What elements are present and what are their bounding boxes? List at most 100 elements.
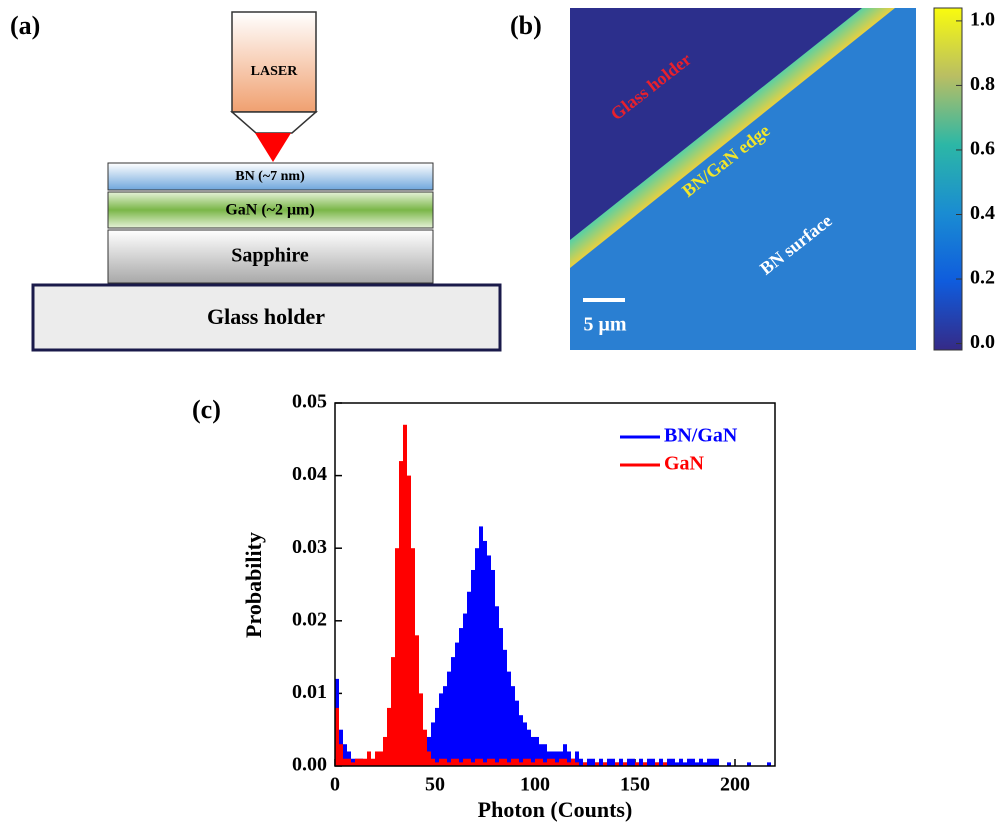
layer-label: Sapphire <box>231 245 309 267</box>
histogram-bar <box>451 758 455 766</box>
laser-body <box>231 11 317 113</box>
laser-nozzle <box>230 111 318 134</box>
histogram-bar <box>591 758 595 766</box>
histogram-bar <box>447 671 451 766</box>
histogram-bar <box>563 744 567 766</box>
histogram-bar <box>443 686 447 766</box>
histogram-bar <box>483 540 487 766</box>
bn-layer <box>107 162 434 191</box>
histogram-bar <box>431 758 435 766</box>
layer-label: GaN (~2 μm) <box>225 202 314 219</box>
histogram-bar <box>655 762 659 766</box>
histogram-bar <box>419 693 423 766</box>
histogram-bar <box>699 758 703 766</box>
histogram-bar <box>547 758 551 766</box>
histogram-bar <box>487 758 491 766</box>
scale-bar-label: 5 μm <box>584 314 627 336</box>
histogram-bar <box>507 671 511 766</box>
histogram-bar <box>463 613 467 766</box>
histogram-bar <box>479 758 483 766</box>
histogram-bar <box>455 642 459 766</box>
histogram-bar <box>627 758 631 766</box>
histogram-bar <box>503 758 507 766</box>
histogram-bar <box>583 762 587 766</box>
histogram-bar <box>671 758 675 766</box>
histogram-bar <box>423 729 427 766</box>
histogram-bar <box>551 758 555 766</box>
holder-label: Glass holder <box>207 304 325 329</box>
histogram-bar <box>567 762 571 766</box>
histogram-bar <box>607 758 611 766</box>
colorbar-tick-label: 0.4 <box>970 202 995 224</box>
colorbar-tick-label: 0.0 <box>970 331 995 353</box>
histogram-bar <box>495 762 499 766</box>
histogram-bar <box>515 700 519 766</box>
histogram-bar <box>603 762 607 766</box>
histogram-bar <box>559 758 563 766</box>
y-tick-label: 0.05 <box>292 391 327 413</box>
histogram-bar <box>471 762 475 766</box>
histogram-bar <box>675 762 679 766</box>
histogram-bar <box>511 686 515 766</box>
histogram-bar <box>335 707 339 766</box>
histogram-bar <box>587 758 591 766</box>
histogram-bar <box>647 758 651 766</box>
glass-holder <box>31 283 502 352</box>
y-tick-label: 0.02 <box>292 608 327 630</box>
histogram-bar <box>695 762 699 766</box>
histogram-bar <box>427 751 431 766</box>
histogram-bar <box>459 628 463 766</box>
histogram-bar <box>527 758 531 766</box>
histogram-bar <box>535 758 539 766</box>
histogram-bar <box>575 762 579 766</box>
histogram-bar <box>519 762 523 766</box>
histogram-bar <box>463 758 467 766</box>
histogram-bar <box>407 475 411 766</box>
histogram-bar <box>367 751 371 766</box>
histogram-bar <box>347 758 351 766</box>
legend-label: GaN <box>664 453 705 475</box>
histogram-bar <box>615 762 619 766</box>
colorbar-tick-label: 0.8 <box>970 73 995 95</box>
laser-beam <box>255 133 291 162</box>
histogram-bar <box>439 693 443 766</box>
histogram-bar <box>399 461 403 766</box>
histogram-bar <box>599 758 603 766</box>
histogram-bar <box>643 762 647 766</box>
histogram-bar <box>679 758 683 766</box>
histogram-bar <box>491 758 495 766</box>
histogram-bar <box>563 758 567 766</box>
colorbar-ticks: 0.0 0.2 0.4 0.6 0.8 1.0 <box>956 8 995 353</box>
histogram-bar <box>631 758 635 766</box>
histogram-bar <box>499 628 503 766</box>
histogram-bar <box>507 762 511 766</box>
histogram-bar <box>523 722 527 766</box>
histogram-bar <box>571 758 575 766</box>
histogram-bar <box>467 591 471 766</box>
colorbar-tick-label: 0.6 <box>970 138 995 160</box>
histogram-bar <box>495 606 499 766</box>
histogram-bar <box>431 722 435 766</box>
histogram-bar <box>527 729 531 766</box>
histogram-bar <box>575 751 579 766</box>
histogram-bar <box>651 758 655 766</box>
histogram-bar <box>355 758 359 766</box>
histogram-bar <box>659 758 663 766</box>
histogram-bar <box>387 707 391 766</box>
histogram-bar <box>447 762 451 766</box>
histogram-bar <box>383 736 387 766</box>
histogram-bar <box>475 758 479 766</box>
histogram-bar <box>339 744 343 766</box>
histogram-bar <box>443 758 447 766</box>
histogram-bar <box>691 758 695 766</box>
histogram-bar <box>351 762 355 766</box>
histogram-bar <box>727 762 731 766</box>
histogram-bar <box>531 762 535 766</box>
y-tick-label: 0.03 <box>292 536 327 558</box>
histogram-bar <box>639 758 643 766</box>
histogram-bar <box>707 758 711 766</box>
histogram-bar <box>523 758 527 766</box>
histogram-bar <box>459 762 463 766</box>
histogram-bar <box>379 751 383 766</box>
histogram-bar <box>715 758 719 766</box>
